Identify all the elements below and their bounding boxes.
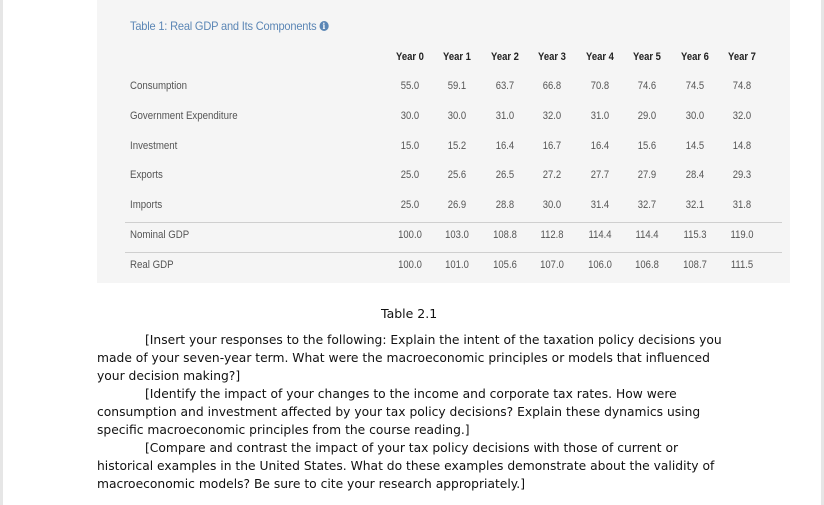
page-edge-right bbox=[821, 0, 824, 505]
row-label: Consumption bbox=[130, 80, 188, 92]
table-cell: 27.9 bbox=[637, 169, 657, 181]
table-cell: 108.7 bbox=[683, 259, 707, 271]
table-cell: 59.1 bbox=[447, 80, 467, 92]
table-cell: 63.7 bbox=[495, 80, 515, 92]
column-header: Year 7 bbox=[728, 51, 756, 63]
table-cell: 14.8 bbox=[732, 140, 752, 152]
table-cell: 31.8 bbox=[732, 199, 752, 211]
table-cell: 25.0 bbox=[400, 199, 420, 211]
column-header: Year 2 bbox=[491, 51, 519, 63]
row-divider bbox=[125, 222, 782, 223]
table-cell: 70.8 bbox=[590, 80, 610, 92]
row-divider bbox=[125, 252, 782, 253]
row-label: Investment bbox=[130, 140, 178, 152]
response-paragraph-3[interactable]: [Compare and contrast the impact of your… bbox=[97, 441, 715, 491]
table-cell: 114.4 bbox=[588, 229, 612, 241]
table-cell: 66.8 bbox=[542, 80, 562, 92]
table-cell: 114.4 bbox=[635, 229, 659, 241]
response-paragraph-1[interactable]: [Insert your responses to the following:… bbox=[97, 333, 722, 383]
table-cell: 16.4 bbox=[495, 140, 515, 152]
column-header: Year 0 bbox=[396, 51, 424, 63]
table-cell: 105.6 bbox=[493, 259, 517, 271]
row-label: Exports bbox=[130, 169, 163, 181]
row-label: Government Expenditure bbox=[130, 110, 238, 122]
column-header: Year 3 bbox=[538, 51, 566, 63]
row-label: Nominal GDP bbox=[130, 229, 190, 241]
table-cell: 16.7 bbox=[542, 140, 562, 152]
table-cell: 74.6 bbox=[637, 80, 657, 92]
column-header: Year 4 bbox=[586, 51, 614, 63]
table-cell: 31.0 bbox=[495, 110, 515, 122]
table-cell: 27.2 bbox=[542, 169, 562, 181]
table-cell: 26.5 bbox=[495, 169, 515, 181]
table-cell: 15.0 bbox=[400, 140, 420, 152]
table-cell: 16.4 bbox=[590, 140, 610, 152]
column-header: Year 1 bbox=[443, 51, 471, 63]
table-cell: 30.0 bbox=[542, 199, 562, 211]
table-cell: 55.0 bbox=[400, 80, 420, 92]
table-cell: 74.5 bbox=[685, 80, 705, 92]
table-cell: 106.0 bbox=[588, 259, 612, 271]
table-cell: 26.9 bbox=[447, 199, 467, 211]
table-cell: 28.4 bbox=[685, 169, 705, 181]
table-cell: 25.6 bbox=[447, 169, 467, 181]
table-cell: 14.5 bbox=[685, 140, 705, 152]
table-cell: 100.0 bbox=[398, 259, 422, 271]
table-cell: 31.0 bbox=[590, 110, 610, 122]
table-cell: 25.0 bbox=[400, 169, 420, 181]
table-cell: 103.0 bbox=[445, 229, 469, 241]
table-cell: 15.2 bbox=[447, 140, 467, 152]
table-cell: 29.3 bbox=[732, 169, 752, 181]
table-cell: 28.8 bbox=[495, 199, 515, 211]
column-header: Year 5 bbox=[633, 51, 661, 63]
table-title-text: Table 1: Real GDP and Its Components bbox=[130, 19, 317, 33]
table-cell: 101.0 bbox=[445, 259, 469, 271]
column-header: Year 6 bbox=[681, 51, 709, 63]
table-cell: 108.8 bbox=[493, 229, 517, 241]
table-image-panel bbox=[97, 0, 790, 283]
table-cell: 112.8 bbox=[540, 229, 564, 241]
table-cell: 31.4 bbox=[590, 199, 610, 211]
table-caption: Table 2.1 bbox=[381, 306, 438, 321]
table-cell: 27.7 bbox=[590, 169, 610, 181]
page-edge-left bbox=[0, 0, 3, 505]
row-label: Real GDP bbox=[130, 259, 174, 271]
table-cell: 100.0 bbox=[398, 229, 422, 241]
table-cell: 115.3 bbox=[683, 229, 707, 241]
table-cell: 119.0 bbox=[730, 229, 754, 241]
table-cell: 111.5 bbox=[730, 259, 754, 271]
table-cell: 30.0 bbox=[447, 110, 467, 122]
table-cell: 32.0 bbox=[732, 110, 752, 122]
table-cell: 32.7 bbox=[637, 199, 657, 211]
row-label: Imports bbox=[130, 199, 163, 211]
table-cell: 15.6 bbox=[637, 140, 657, 152]
table-cell: 74.8 bbox=[732, 80, 752, 92]
table-cell: 29.0 bbox=[637, 110, 657, 122]
table-title: Table 1: Real GDP and Its Components i bbox=[130, 19, 329, 33]
table-cell: 30.0 bbox=[400, 110, 420, 122]
table-cell: 32.0 bbox=[542, 110, 562, 122]
table-cell: 32.1 bbox=[685, 199, 705, 211]
info-circle-icon: i bbox=[319, 21, 329, 31]
table-cell: 30.0 bbox=[685, 110, 705, 122]
table-cell: 106.8 bbox=[635, 259, 659, 271]
response-paragraph-2[interactable]: [Identify the impact of your changes to … bbox=[97, 387, 701, 437]
table-cell: 107.0 bbox=[540, 259, 564, 271]
